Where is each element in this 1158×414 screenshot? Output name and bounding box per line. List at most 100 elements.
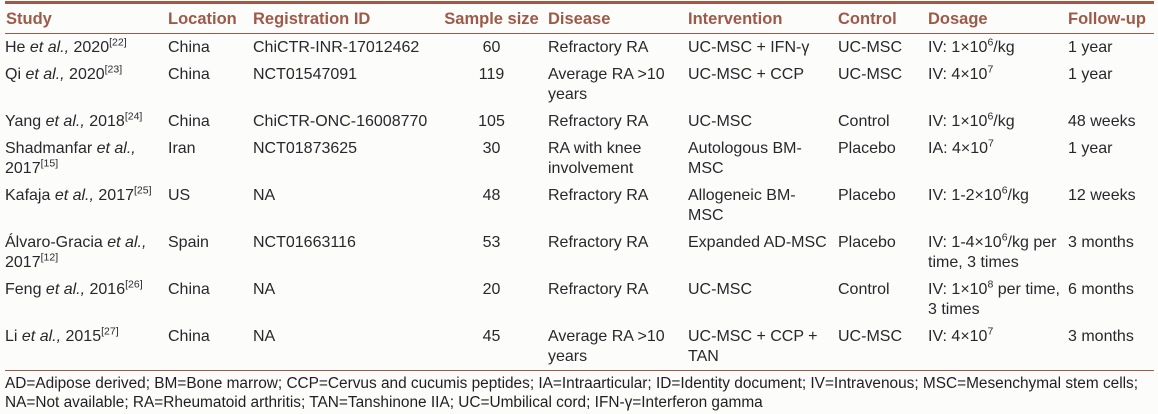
- study-year: 2017: [5, 160, 41, 177]
- study-reference: [26]: [125, 278, 143, 291]
- dosage-exponent: 7: [987, 325, 994, 338]
- follow-up-cell: 12 weeks: [1068, 187, 1136, 204]
- dosage-cell: IV: 1×108 per time, 3 times: [928, 276, 1068, 323]
- follow-up-cell: 3 months: [1068, 328, 1134, 345]
- follow-up-cell: 48 weeks: [1068, 113, 1136, 130]
- sample-size-cell: 119: [478, 66, 505, 83]
- column-header-control: Control: [838, 2, 928, 34]
- table-row: Yang et al., 2018[24] China ChiCTR-ONC-1…: [5, 108, 1154, 135]
- intervention-cell: Autologous BM-MSC: [688, 140, 802, 177]
- follow-up-cell: 3 months: [1068, 234, 1134, 251]
- dosage-cell: IV: 4×107: [928, 61, 1068, 108]
- disease-cell: Refractory RA: [548, 187, 649, 204]
- study-year: 2018: [84, 113, 125, 130]
- column-header-dosage: Dosage: [928, 2, 1068, 34]
- column-header-study: Study: [5, 2, 168, 34]
- dosage-base: IV: 1×10: [928, 281, 988, 298]
- clinical-trials-table: Study Location Registration ID Sample si…: [5, 1, 1154, 371]
- study-cell: Kafaja et al., 2017[25]: [5, 182, 168, 229]
- location-cell: Spain: [168, 234, 209, 251]
- location-cell: US: [168, 187, 191, 204]
- dosage-suffix: /kg: [993, 39, 1015, 56]
- control-cell: UC-MSC: [838, 66, 902, 83]
- study-reference: [25]: [134, 184, 152, 197]
- column-header-location: Location: [168, 2, 253, 34]
- study-cell: He et al., 2020[22]: [5, 34, 168, 62]
- sample-size-cell: 60: [482, 39, 501, 56]
- study-cell: Yang et al., 2018[24]: [5, 108, 168, 135]
- dosage-base: IV: 1-4×10: [928, 234, 1002, 251]
- follow-up-cell: 1 year: [1068, 66, 1113, 83]
- intervention-cell: Allogeneic BM-MSC: [688, 187, 796, 224]
- abbreviations-footnote: AD=Adipose derived; BM=Bone marrow; CCP=…: [5, 375, 1139, 411]
- study-etal: et al.,: [21, 328, 62, 345]
- location-cell: China: [168, 281, 210, 298]
- registration-id-cell: NA: [253, 187, 276, 204]
- location-cell: China: [168, 39, 210, 56]
- dosage-base: IV: 1×10: [928, 39, 988, 56]
- table-row: Álvaro-Gracia et al., 2017[12] Spain NCT…: [5, 229, 1154, 276]
- dosage-suffix: /kg: [1007, 187, 1029, 204]
- study-year: 2017: [93, 187, 134, 204]
- header-row: Study Location Registration ID Sample si…: [5, 2, 1154, 34]
- dosage-base: IV: 1-2×10: [928, 187, 1002, 204]
- column-header-disease: Disease: [548, 2, 688, 34]
- registration-id-cell: NA: [253, 328, 276, 345]
- study-author: Yang: [5, 113, 46, 130]
- sample-size-cell: 48: [482, 187, 501, 204]
- dosage-cell: IV: 4×107: [928, 323, 1068, 371]
- dosage-exponent: 6: [987, 36, 994, 49]
- location-cell: China: [168, 66, 210, 83]
- dosage-cell: IV: 1-2×106/kg: [928, 182, 1068, 229]
- study-year: 2016: [85, 281, 126, 298]
- dosage-exponent: 6: [987, 110, 994, 123]
- study-year: 2017: [5, 254, 41, 271]
- table-row: He et al., 2020[22] China ChiCTR-INR-170…: [5, 34, 1154, 62]
- study-author: Shadmanfar: [5, 140, 97, 157]
- dosage-cell: IV: 1×106/kg: [928, 34, 1068, 62]
- table-row: Kafaja et al., 2017[25] US NA 48 Refract…: [5, 182, 1154, 229]
- study-reference: [27]: [101, 325, 119, 338]
- control-cell: Control: [838, 281, 890, 298]
- study-etal: et al.,: [107, 234, 147, 251]
- study-cell: Qi et al., 2020[23]: [5, 61, 168, 108]
- disease-cell: Refractory RA: [548, 39, 649, 56]
- location-cell: Iran: [168, 140, 196, 157]
- dosage-cell: IA: 4×107: [928, 135, 1068, 182]
- disease-cell: Refractory RA: [548, 234, 649, 251]
- sample-size-cell: 105: [478, 113, 505, 130]
- dosage-cell: IV: 1-4×106/kg per time, 3 times: [928, 229, 1068, 276]
- study-author: Li: [5, 328, 22, 345]
- dosage-exponent: 6: [1001, 231, 1008, 244]
- intervention-cell: UC-MSC + IFN-γ: [688, 39, 810, 56]
- dosage-suffix: per time, 3 times: [928, 281, 1060, 318]
- study-reference: [15]: [40, 157, 59, 170]
- table-row: Li et al., 2015[27] China NA 45 Average …: [5, 323, 1154, 371]
- dosage-exponent: 6: [1001, 184, 1008, 197]
- location-cell: China: [168, 113, 210, 130]
- dosage-base: IV: 4×10: [928, 328, 988, 345]
- study-year: 2020: [69, 39, 110, 56]
- intervention-cell: UC-MSC + CCP: [688, 66, 805, 83]
- registration-id-cell: ChiCTR-INR-17012462: [253, 39, 420, 56]
- location-cell: China: [168, 328, 210, 345]
- dosage-exponent: 7: [987, 63, 994, 76]
- intervention-cell: UC-MSC: [688, 281, 752, 298]
- control-cell: Placebo: [838, 187, 896, 204]
- study-etal: et al.,: [45, 281, 86, 298]
- registration-id-cell: NCT01663116: [253, 234, 356, 251]
- registration-id-cell: NA: [253, 281, 276, 298]
- registration-id-cell: ChiCTR-ONC-16008770: [253, 113, 428, 130]
- control-cell: Placebo: [838, 234, 896, 251]
- control-cell: UC-MSC: [838, 39, 902, 56]
- dosage-base: IV: 4×10: [928, 66, 988, 83]
- dosage-suffix: /kg per time, 3 times: [928, 234, 1057, 271]
- study-etal: et al.,: [96, 140, 136, 157]
- disease-cell: Average RA >10 years: [548, 328, 665, 365]
- intervention-cell: Expanded AD-MSC: [688, 234, 827, 251]
- registration-id-cell: NCT01873625: [253, 140, 358, 157]
- study-cell: Feng et al., 2016[26]: [5, 276, 168, 323]
- dosage-cell: IV: 1×106/kg: [928, 108, 1068, 135]
- study-author: Álvaro-Gracia: [5, 234, 108, 251]
- intervention-cell: UC-MSC + CCP + TAN: [688, 328, 818, 365]
